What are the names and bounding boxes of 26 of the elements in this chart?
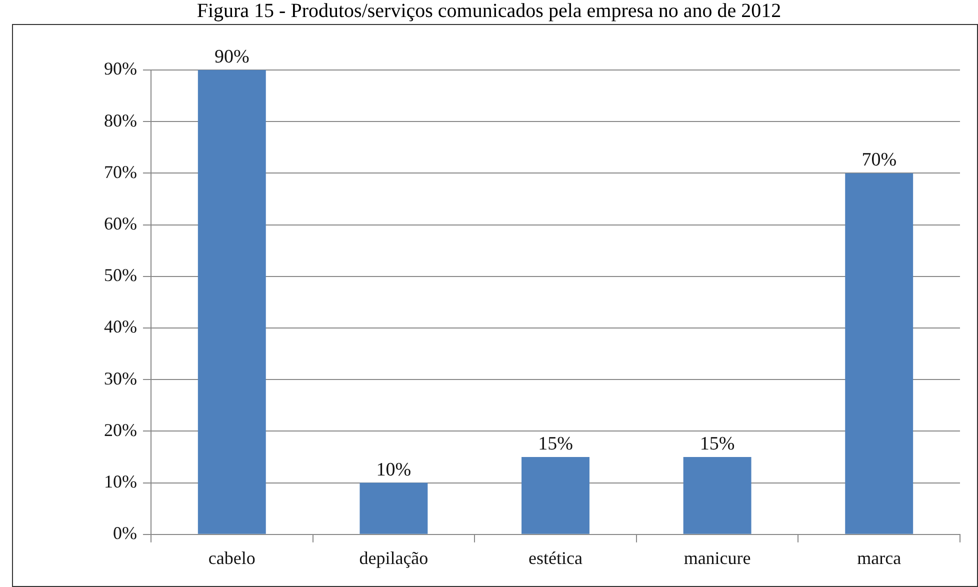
bar xyxy=(683,457,752,534)
data-label: 10% xyxy=(376,459,412,480)
x-tick-label: estética xyxy=(528,548,582,568)
x-tick-label: cabelo xyxy=(208,548,256,568)
y-tick-label: 60% xyxy=(104,214,137,234)
bar xyxy=(522,457,590,534)
y-tick-label: 80% xyxy=(104,110,137,130)
y-tick-label: 20% xyxy=(104,420,137,440)
x-tick-label: manicure xyxy=(684,548,751,568)
bar xyxy=(845,173,914,534)
data-label: 70% xyxy=(862,150,897,171)
bar xyxy=(360,482,428,534)
chart-title: Figura 15 - Produtos/serviços comunicados pela empresa no ano de 2012 xyxy=(196,0,782,22)
y-tick-label: 70% xyxy=(104,162,137,182)
y-tick-label: 10% xyxy=(104,472,137,492)
x-tick-label: marca xyxy=(857,548,902,568)
y-tick-label: 90% xyxy=(104,58,137,79)
y-tick-label: 30% xyxy=(104,368,137,388)
y-tick-label: 50% xyxy=(104,265,137,286)
x-tick-label: depilação xyxy=(359,548,428,568)
data-label: 90% xyxy=(214,46,250,68)
data-label: 15% xyxy=(700,433,735,454)
data-label: 15% xyxy=(538,433,574,454)
bar xyxy=(198,70,266,534)
y-tick-label: 40% xyxy=(104,316,137,337)
y-tick-label: 0% xyxy=(112,523,137,544)
